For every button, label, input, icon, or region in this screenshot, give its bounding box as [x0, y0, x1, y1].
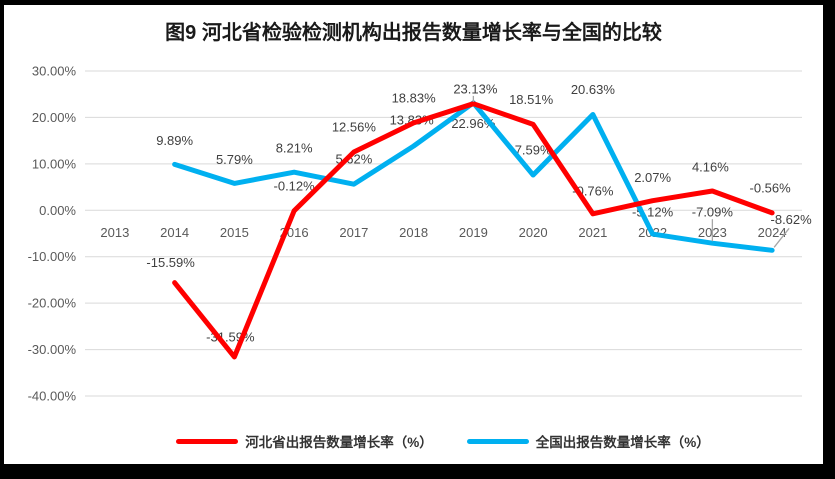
- national-line-swatch: [466, 438, 529, 444]
- y-axis-tick-label: 20.00%: [32, 110, 77, 125]
- x-axis-year-label: 2020: [519, 225, 548, 240]
- x-axis-year-label: 2018: [399, 225, 428, 240]
- y-axis-tick-label: -10.00%: [28, 249, 77, 264]
- legend-item-hebei: 河北省出报告数量增长率（%）: [176, 431, 433, 451]
- data-label-national: 20.63%: [571, 82, 616, 97]
- y-axis-tick-label: -30.00%: [28, 342, 77, 357]
- label-leader-line: [773, 227, 790, 248]
- data-label-national: 23.13%: [453, 81, 498, 96]
- hebei-series-line: [172, 101, 775, 360]
- x-axis-year-label: 2015: [220, 225, 249, 240]
- x-axis-year-label: 2014: [160, 225, 189, 240]
- x-axis-year-label: 2013: [100, 225, 129, 240]
- data-label-hebei: 12.56%: [332, 119, 377, 134]
- y-axis-tick-label: 30.00%: [32, 64, 77, 79]
- data-label-hebei: -0.12%: [274, 178, 316, 193]
- legend-label-national: 全国出报告数量增长率（%）: [535, 435, 710, 450]
- data-label-national: 7.59%: [515, 143, 552, 158]
- y-axis-tick-label: -40.00%: [28, 389, 77, 404]
- data-label-hebei: 18.51%: [509, 92, 554, 107]
- x-axis-year-label: 2021: [578, 225, 607, 240]
- chart-legend: 河北省出报告数量增长率（%） 全国出报告数量增长率（%）: [80, 430, 806, 452]
- y-axis-tick-label: 10.00%: [32, 156, 77, 171]
- data-label-hebei: -0.56%: [750, 180, 792, 195]
- data-label-hebei: 18.83%: [392, 90, 437, 105]
- legend-label-hebei: 河北省出报告数量增长率（%）: [245, 435, 433, 450]
- y-axis-tick-label: -20.00%: [28, 296, 77, 311]
- data-label-national: 9.89%: [156, 133, 193, 148]
- data-label-national: -8.62%: [771, 212, 813, 227]
- x-axis-year-label: 2017: [339, 225, 368, 240]
- x-axis-year-label: 2019: [459, 225, 488, 240]
- data-label-national: 5.79%: [216, 152, 253, 167]
- data-label-national: 13.83%: [390, 113, 435, 128]
- legend-item-national: 全国出报告数量增长率（%）: [466, 431, 710, 451]
- x-axis-year-label: 2024: [758, 225, 787, 240]
- hebei-line-swatch: [176, 438, 239, 444]
- data-label-national: -7.09%: [692, 205, 734, 220]
- data-label-hebei: 4.16%: [692, 159, 729, 174]
- data-label-national: 8.21%: [276, 141, 313, 156]
- data-label-hebei: -15.59%: [146, 255, 195, 270]
- chart-canvas: 图9 河北省检验检测机构出报告数量增长率与全国的比较 河北省出报告数量增长率（%…: [4, 5, 823, 464]
- y-axis-tick-label: 0.00%: [39, 203, 76, 218]
- chart-title: 图9 河北省检验检测机构出报告数量增长率与全国的比较: [165, 22, 662, 44]
- data-label-hebei: 2.07%: [634, 170, 671, 185]
